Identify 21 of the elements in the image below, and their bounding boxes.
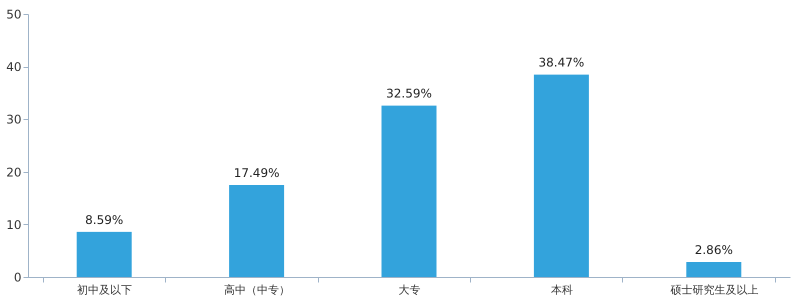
y-tick-label: 0 bbox=[14, 270, 22, 284]
bar bbox=[534, 74, 589, 277]
bar bbox=[686, 262, 742, 277]
x-tick-label: 硕士研究生及以上 bbox=[669, 284, 758, 296]
y-tick-label: 10 bbox=[6, 218, 22, 232]
data-label: 32.59% bbox=[386, 86, 432, 101]
y-tick-label: 50 bbox=[6, 8, 22, 22]
x-tick-label: 本科 bbox=[550, 284, 573, 296]
x-tick-label: 大专 bbox=[398, 284, 420, 296]
data-label: 2.86% bbox=[694, 242, 733, 257]
y-tick-label: 30 bbox=[6, 112, 22, 127]
y-tick-label: 40 bbox=[6, 60, 22, 74]
y-tick-label: 20 bbox=[6, 165, 22, 180]
bar bbox=[382, 106, 436, 277]
bar bbox=[76, 232, 132, 277]
x-tick-label: 高中（中专） bbox=[224, 284, 290, 296]
data-label: 8.59% bbox=[85, 212, 124, 227]
data-label: 38.47% bbox=[538, 56, 584, 70]
bar bbox=[229, 185, 284, 277]
data-label: 17.49% bbox=[234, 166, 280, 180]
x-tick-label: 初中及以下 bbox=[77, 284, 132, 296]
